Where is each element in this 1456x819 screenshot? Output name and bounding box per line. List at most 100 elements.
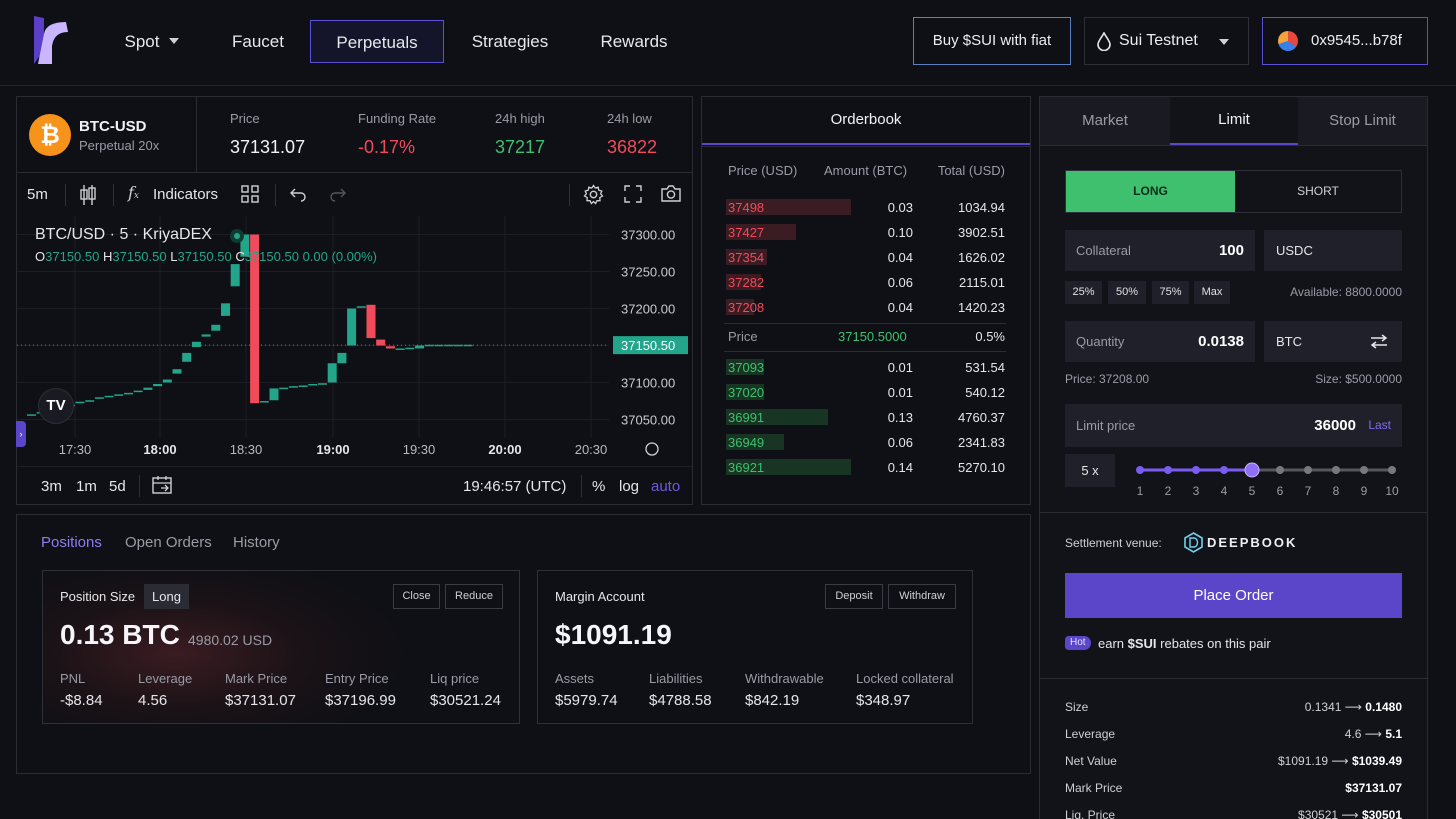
kriya-logo-icon[interactable]: [34, 16, 70, 66]
percent-toggle[interactable]: %: [592, 478, 606, 495]
ohlc-change: 0.00 (0.00%): [302, 249, 378, 264]
position-stat-value: 4.56: [138, 692, 168, 709]
tab-stop-limit[interactable]: Stop Limit: [1298, 97, 1427, 145]
tab-limit[interactable]: Limit: [1170, 97, 1298, 145]
short-button[interactable]: SHORT: [1297, 184, 1339, 198]
reduce-button[interactable]: Reduce: [445, 584, 503, 609]
slider-step[interactable]: [1164, 466, 1172, 474]
nav-faucet[interactable]: Faucet: [232, 32, 284, 51]
leverage-tick-label: 7: [1304, 484, 1312, 498]
slider-knob[interactable]: [1244, 462, 1260, 478]
collateral-input[interactable]: 100: [1218, 242, 1244, 259]
candle: [191, 341, 201, 347]
summary-row: Net Value $1091.19 ⟶ $1039.49: [1065, 751, 1402, 771]
ob-bid-row[interactable]: 37020 0.01 540.12: [702, 380, 1030, 405]
tab-positions[interactable]: Positions: [41, 534, 102, 551]
quantity-input[interactable]: 0.0138: [1198, 333, 1244, 350]
pct-50-button[interactable]: 50%: [1108, 281, 1146, 304]
ob-ask-row[interactable]: 37498 0.03 1034.94: [702, 195, 1030, 220]
position-card: Position Size Long Close Reduce 0.13 BTC…: [42, 570, 520, 724]
gear-icon[interactable]: [583, 184, 604, 205]
slider-step[interactable]: [1136, 466, 1144, 474]
deposit-button[interactable]: Deposit: [825, 584, 883, 609]
wallet-button[interactable]: 0x9545...b78f: [1262, 17, 1428, 65]
slider-step[interactable]: [1304, 466, 1312, 474]
candles-icon[interactable]: [79, 184, 97, 206]
tab-market[interactable]: Market: [1040, 97, 1170, 145]
tradingview-logo-icon[interactable]: TV: [38, 388, 74, 424]
margin-stat-label: Assets: [555, 671, 595, 686]
quantity-field[interactable]: Quantity 0.0138: [1065, 321, 1255, 362]
ob-bid-row[interactable]: 36991 0.13 4760.37: [702, 405, 1030, 430]
slider-step[interactable]: [1360, 466, 1368, 474]
fullscreen-icon[interactable]: [624, 185, 642, 203]
ob-price: 36949: [728, 435, 765, 450]
indicators-button[interactable]: Indicators: [153, 186, 219, 203]
limit-price-input[interactable]: 36000: [1314, 417, 1356, 434]
ob-bid-row[interactable]: 36921 0.14 5270.10: [702, 455, 1030, 480]
interval-button[interactable]: 5m: [27, 186, 48, 203]
nav-strategies[interactable]: Strategies: [471, 32, 549, 51]
log-toggle[interactable]: log: [619, 478, 640, 495]
chart-panel: [16, 96, 693, 505]
range-5d[interactable]: 5d: [109, 478, 126, 495]
margin-title: Margin Account: [555, 589, 645, 604]
slider-step[interactable]: [1220, 466, 1228, 474]
slider-step[interactable]: [1388, 466, 1396, 474]
slider-step[interactable]: [1192, 466, 1200, 474]
pct-max-button[interactable]: Max: [1194, 281, 1230, 304]
nav-perpetuals[interactable]: Perpetuals: [310, 20, 444, 63]
withdraw-button[interactable]: Withdraw: [888, 584, 956, 609]
ob-total: 4760.37: [958, 410, 1005, 425]
quantity-unit-select[interactable]: BTC: [1264, 321, 1402, 362]
auto-toggle[interactable]: auto: [651, 478, 681, 495]
funding-label: Funding Rate: [358, 111, 437, 126]
collateral-field[interactable]: Collateral 100: [1065, 230, 1255, 271]
slider-step[interactable]: [1332, 466, 1340, 474]
axis-settings-icon[interactable]: [645, 442, 659, 456]
buy-sui-button[interactable]: Buy $SUI with fiat: [913, 17, 1071, 65]
range-3m[interactable]: 3m: [41, 478, 62, 495]
place-order-button[interactable]: Place Order: [1065, 573, 1402, 618]
last-price-badge: [613, 336, 688, 355]
ob-ask-row[interactable]: 37354 0.04 1626.02: [702, 245, 1030, 270]
orderbook-panel: Orderbook Price (USD) Amount (BTC) Total…: [701, 96, 1031, 505]
position-stat-value: -$8.84: [60, 692, 103, 709]
ob-ask-row[interactable]: 37208 0.04 1420.23: [702, 295, 1030, 320]
price-chart[interactable]: 17:30 18:00 18:30 19:00 19:30 20:00 20:30 37300…: [17, 216, 692, 464]
depth-bar: [726, 434, 784, 450]
layout-grid-icon[interactable]: [241, 185, 259, 203]
ob-bid-row[interactable]: 37093 0.01 531.54: [702, 355, 1030, 380]
ob-spread: 0.5%: [975, 329, 1005, 344]
orderbook-title[interactable]: Orderbook: [702, 97, 1030, 145]
slider-step[interactable]: [1276, 466, 1284, 474]
range-1m[interactable]: 1m: [76, 478, 97, 495]
ob-amount: 0.06: [887, 435, 913, 450]
pct-25-button[interactable]: 25%: [1065, 281, 1102, 304]
nav-spot[interactable]: Spot: [110, 20, 194, 63]
nav-rewards[interactable]: Rewards: [600, 32, 668, 51]
swap-icon[interactable]: [1370, 334, 1388, 349]
candle: [153, 383, 163, 387]
calendar-icon[interactable]: [152, 475, 172, 495]
tab-history[interactable]: History: [233, 534, 280, 551]
close-button[interactable]: Close: [393, 584, 440, 609]
camera-icon[interactable]: [660, 184, 682, 203]
redo-icon[interactable]: [329, 186, 347, 202]
divider: [1040, 512, 1427, 513]
ob-ask-row[interactable]: 37427 0.10 3902.51: [702, 220, 1030, 245]
long-button[interactable]: LONG: [1066, 171, 1235, 212]
ob-ask-row[interactable]: 37282 0.06 2115.01: [702, 270, 1030, 295]
ob-bid-row[interactable]: 36949 0.06 2341.83: [702, 430, 1030, 455]
chart-legend-title: BTC/USD · 5 · KriyaDEX: [35, 226, 212, 243]
tab-open-orders[interactable]: Open Orders: [125, 534, 212, 551]
chevron-right-icon[interactable]: ›: [16, 421, 26, 447]
limit-price-field[interactable]: Limit price 36000 Last: [1065, 404, 1402, 447]
last-price-button[interactable]: Last: [1368, 418, 1391, 432]
pct-75-button[interactable]: 75%: [1152, 281, 1189, 304]
network-select[interactable]: Sui Testnet: [1084, 17, 1249, 65]
undo-icon[interactable]: [289, 186, 307, 202]
collateral-unit-select[interactable]: USDC: [1264, 230, 1402, 271]
leverage-slider[interactable]: [1130, 460, 1402, 480]
ob-header-price: Price (USD): [728, 163, 798, 178]
